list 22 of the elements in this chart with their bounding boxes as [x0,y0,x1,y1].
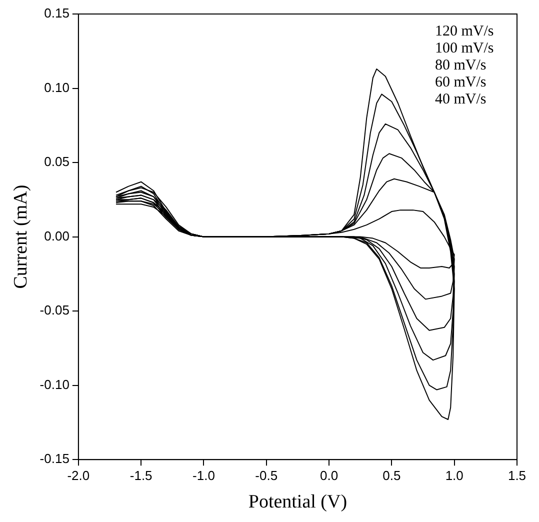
annotation: 40 mV/s [435,91,486,108]
x-tick-label: 1.0 [445,468,464,483]
y-axis-title: Current (mA) [10,184,32,289]
annotation: 80 mV/s [435,57,486,74]
y-tick-label: -0.10 [40,376,70,392]
x-tick-label: -2.0 [67,468,90,483]
annotation: 60 mV/s [435,74,486,90]
y-tick-label: -0.05 [40,302,70,318]
x-tick-label: 0.5 [382,468,401,483]
y-tick-label: 0.00 [44,228,70,244]
x-tick-label: 1.5 [508,468,526,483]
x-tick-label: 0.0 [320,468,338,483]
x-axis-title: Potential (V) [248,492,348,513]
y-tick-label: 0.05 [44,154,70,170]
y-tick-label: -0.15 [40,451,70,466]
y-tick-label: 0.10 [44,80,70,95]
annotation: 120 mV/s [435,23,494,40]
x-tick-label: -0.5 [255,468,278,483]
y-tick-label: 0.15 [44,6,70,21]
x-tick-label: -1.0 [192,468,215,483]
x-tick-label: -1.5 [130,468,152,483]
annotation: 100 mV/s [435,40,494,56]
